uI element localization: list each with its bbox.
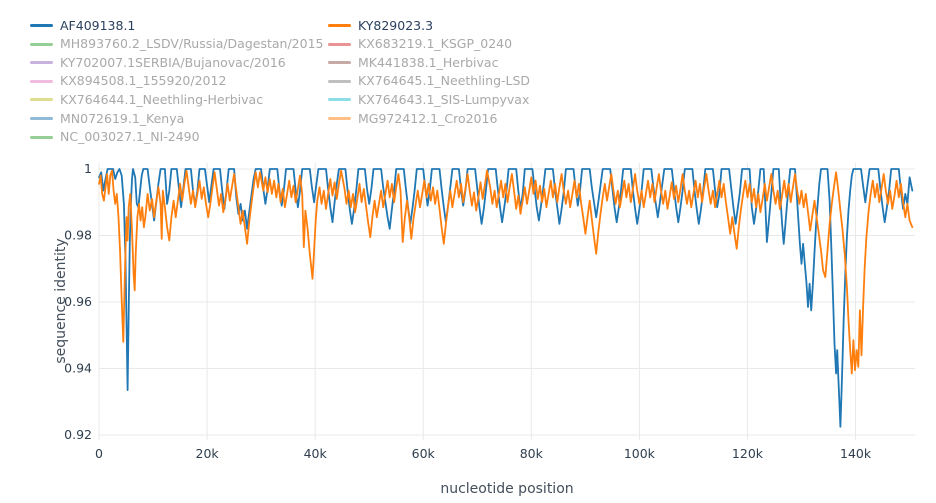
x-tick-label: 60k — [412, 446, 436, 461]
legend-line-sample — [30, 24, 53, 27]
legend-line-sample — [30, 135, 53, 139]
legend-line-sample — [30, 42, 53, 46]
legend-line-sample — [328, 98, 351, 102]
legend-item-nc-003027-1-ni-2490[interactable]: NC_003027.1_NI-2490 — [30, 128, 200, 146]
legend-line-sample — [30, 117, 53, 120]
legend-item-label: MN072619.1_Kenya — [60, 110, 185, 126]
legend-item-mh893760-2-lsdv-russia-dagestan-2015[interactable]: MH893760.2_LSDV/Russia/Dagestan/2015 — [30, 35, 324, 53]
legend-item-kx894508-1-155920-2012[interactable]: KX894508.1_155920/2012 — [30, 72, 226, 90]
legend-line-sample — [328, 117, 351, 120]
x-tick-label: 140k — [840, 446, 872, 461]
y-tick-label: 1 — [84, 161, 92, 176]
legend-item-mn072619-1-kenya[interactable]: MN072619.1_Kenya — [30, 110, 184, 128]
x-tick-label: 0 — [95, 446, 103, 461]
legend-item-label: KX764643.1_SIS-Lumpyvax — [358, 91, 530, 107]
legend-item-label: KY829023.3 — [358, 17, 434, 33]
legend-line-sample — [328, 79, 351, 83]
legend-item-label: KX894508.1_155920/2012 — [60, 73, 227, 89]
y-tick-label: 0.92 — [64, 427, 92, 442]
x-tick-label: 100k — [624, 446, 656, 461]
legend-item-ky829023-3[interactable]: KY829023.3 — [328, 17, 433, 35]
legend-line-sample — [30, 79, 53, 83]
legend-line-sample — [30, 98, 53, 102]
y-tick-label: 0.94 — [64, 361, 92, 376]
y-tick-label: 0.96 — [64, 294, 92, 309]
y-tick-label: 0.98 — [64, 227, 92, 242]
legend: AF409138.1 KY829023.3 MH893760.2_LSDV/Russ… — [0, 0, 936, 150]
legend-line-sample — [30, 61, 53, 65]
legend-item-kx764645-1-neethling-lsd[interactable]: KX764645.1_Neethling-LSD — [328, 72, 530, 90]
legend-item-label: MK441838.1_Herbivac — [358, 54, 499, 70]
legend-item-kx764644-1-neethling-herbivac[interactable]: KX764644.1_Neethling-Herbivac — [30, 91, 263, 109]
series-line-ky829023-3 — [98, 169, 914, 375]
x-axis-title: nucleotide position — [440, 481, 574, 497]
legend-item-af409138-1[interactable]: AF409138.1 — [30, 17, 135, 35]
legend-line-sample — [328, 42, 351, 46]
x-tick-label: 120k — [732, 446, 764, 461]
series-line-af409138-1 — [98, 168, 914, 428]
legend-item-kx764643-1-sis-lumpyvax[interactable]: KX764643.1_SIS-Lumpyvax — [328, 91, 529, 109]
x-tick-label: 20k — [196, 446, 220, 461]
x-tick-label: 80k — [520, 446, 544, 461]
legend-line-sample — [328, 61, 351, 65]
legend-line-sample — [328, 24, 351, 27]
legend-item-label: NC_003027.1_NI-2490 — [60, 129, 200, 145]
y-axis-title: sequence identity — [53, 238, 69, 364]
legend-item-label: KX764644.1_Neethling-Herbivac — [60, 91, 264, 107]
legend-item-label: KX764645.1_Neethling-LSD — [358, 73, 531, 89]
legend-item-mg972412-1-cro2016[interactable]: MG972412.1_Cro2016 — [328, 110, 497, 128]
legend-item-mk441838-1-herbivac[interactable]: MK441838.1_Herbivac — [328, 54, 498, 72]
legend-item-label: MH893760.2_LSDV/Russia/Dagestan/2015 — [60, 36, 324, 52]
legend-item-label: MG972412.1_Cro2016 — [358, 110, 498, 126]
legend-item-kx683219-1-ksgp-0240[interactable]: KX683219.1_KSGP_0240 — [328, 35, 512, 53]
legend-item-label: KY702007.1SERBIA/Bujanovac/2016 — [60, 54, 286, 70]
legend-item-label: KX683219.1_KSGP_0240 — [358, 36, 513, 52]
x-tick-label: 40k — [304, 446, 328, 461]
legend-item-label: AF409138.1 — [60, 17, 136, 33]
legend-item-ky702007-1serbia-bujanovac-2016[interactable]: KY702007.1SERBIA/Bujanovac/2016 — [30, 54, 286, 72]
